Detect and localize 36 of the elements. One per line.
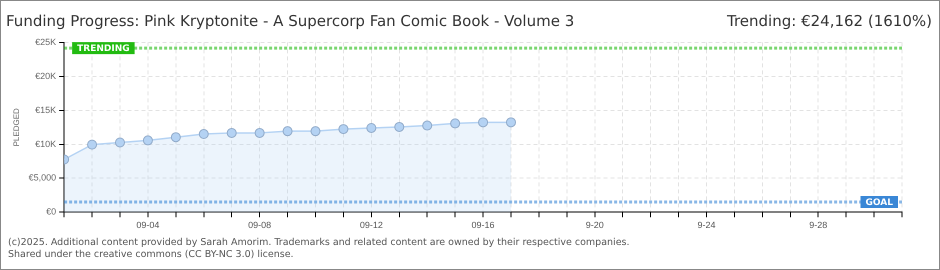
y-axis-title: PLEDGED	[12, 108, 22, 146]
chart-title: Funding Progress: Pink Kryptonite - A Supercorp Fan Comic Book - Volume 3	[6, 12, 574, 30]
point	[282, 126, 293, 136]
y-tick-label: €20K	[35, 70, 56, 81]
ref-line-label: TRENDING	[77, 44, 130, 54]
point	[478, 117, 488, 128]
point	[198, 129, 209, 140]
y-tick-label: €15K	[35, 104, 56, 115]
text: (c)2025. Additional content provided by Sarah Amorim. Trademarks and related content are owned by their respective companies.	[8, 237, 630, 248]
y-tick-label: €5,000	[28, 172, 56, 183]
point	[338, 124, 348, 134]
ref-line-label: GOAL	[866, 198, 894, 208]
x-tick-label: 9-24	[697, 220, 716, 230]
point	[310, 126, 320, 136]
chart-subtitle: Trending: €24,162 (1610%)	[727, 12, 932, 30]
point	[394, 122, 404, 132]
y-tick-label: €0	[46, 206, 56, 217]
text: Shared under the creative commons (CC BY-NC 3.0) license.	[8, 249, 294, 260]
point	[142, 135, 153, 146]
point	[87, 140, 98, 150]
x-tick-label: 09-04	[136, 220, 160, 230]
x-tick-label: 09-12	[360, 220, 383, 230]
y-tick-label: €25K	[35, 36, 56, 47]
point	[366, 122, 376, 133]
point	[114, 138, 125, 148]
y-tick-label: €10K	[35, 138, 56, 149]
point	[170, 132, 181, 142]
x-tick-label: 9-28	[809, 220, 828, 230]
point	[226, 128, 237, 138]
x-tick-label: 09-08	[248, 220, 272, 230]
point	[506, 117, 516, 128]
x-tick-label: 09-16	[472, 220, 495, 230]
point	[254, 128, 265, 138]
point	[450, 118, 460, 128]
point	[422, 120, 432, 131]
x-tick-label: 9-20	[586, 220, 604, 230]
